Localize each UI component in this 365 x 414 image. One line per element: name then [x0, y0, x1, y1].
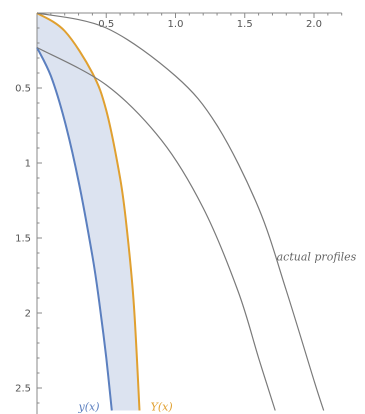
- x-tick-label: 1.5: [237, 19, 253, 30]
- y-tick-label: 0.5: [15, 84, 31, 95]
- series-line-upper: [36, 12, 141, 411]
- actual-profile-line: [36, 12, 325, 411]
- annotation-label: Y(x): [151, 401, 173, 414]
- y-tick-label: 2: [25, 309, 31, 320]
- actual-profile-line: [36, 46, 276, 411]
- annotation-label: actual profiles: [277, 251, 357, 264]
- y-tick-label: 2.5: [15, 384, 31, 395]
- x-tick-label: 0.5: [98, 19, 114, 30]
- y-tick-label: 1: [25, 159, 31, 170]
- annotation-label: y(x): [78, 401, 100, 414]
- y-tick-label: 1.5: [15, 234, 31, 245]
- series-line-lower: [36, 47, 113, 411]
- x-tick-label: 1.0: [168, 19, 184, 30]
- x-tick-label: 2.0: [306, 19, 322, 30]
